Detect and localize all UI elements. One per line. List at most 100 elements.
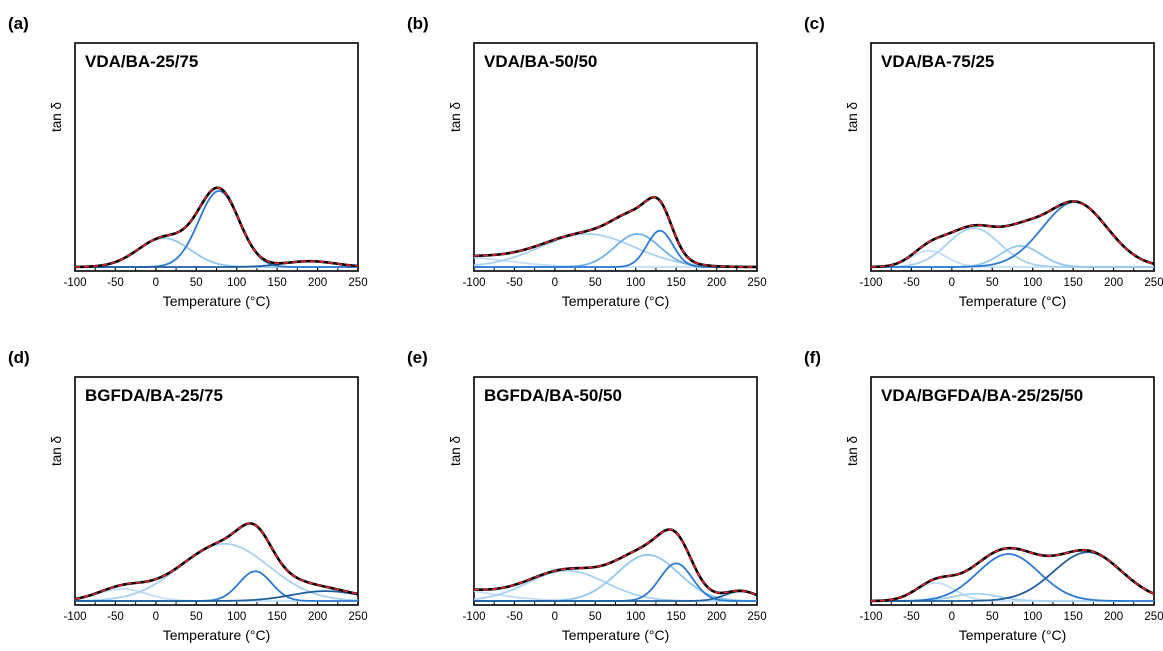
plot-frame (870, 42, 1155, 272)
panel-letter: (b) (407, 14, 429, 33)
x-tick-label: 250 (747, 611, 766, 623)
panel-letter: (a) (8, 14, 29, 33)
component-peak-4 (474, 590, 757, 602)
component-peak-1 (75, 190, 358, 268)
x-tick-label: 150 (268, 277, 287, 289)
x-tick-label: 250 (348, 277, 367, 289)
x-tick-label: 100 (227, 277, 246, 289)
x-tick-label: 0 (949, 611, 955, 623)
plot-area (871, 200, 1154, 269)
panel-title: BGFDA/BA-50/50 (484, 386, 622, 405)
fit-curve (474, 528, 757, 596)
panel-4: (e) BGFDA/BA-50/50 -100 -50 0 50 100 150 200 250 T… (407, 348, 767, 643)
x-axis-label: Temperature (°C) (163, 627, 271, 643)
x-tick-label: 50 (589, 611, 602, 623)
fit-curve (75, 522, 358, 600)
x-tick-label: 200 (707, 611, 726, 623)
x-tick-label: 150 (667, 277, 686, 289)
x-axis-label: Temperature (°C) (562, 293, 670, 309)
envelope-curve (474, 528, 757, 597)
x-tick-label: 150 (1064, 277, 1083, 289)
x-tick-label: -100 (462, 277, 485, 289)
x-tick-label: 0 (153, 611, 159, 623)
panel-title: VDA/BA-75/25 (881, 52, 994, 71)
x-tick-label: -100 (63, 611, 86, 623)
x-tick-label: 200 (1104, 611, 1123, 623)
x-tick-label: 200 (308, 277, 327, 289)
x-tick-label: 250 (1144, 277, 1163, 289)
panel-2: (c) VDA/BA-75/25 -100 -50 0 50 100 150 200 250 Tem… (804, 14, 1163, 309)
x-tick-label: 150 (1064, 611, 1083, 623)
plot-frame (473, 376, 758, 606)
y-axis-label: tan δ (49, 436, 64, 466)
plot-area (75, 186, 358, 269)
x-tick-label: 100 (1023, 611, 1042, 623)
x-axis-label: Temperature (°C) (959, 627, 1067, 643)
x-tick-label: -50 (506, 277, 523, 289)
x-tick-label: -100 (859, 277, 882, 289)
x-tick-label: 50 (986, 277, 999, 289)
x-tick-label: 100 (626, 611, 645, 623)
x-axis-label: Temperature (°C) (959, 293, 1067, 309)
x-tick-label: -100 (462, 611, 485, 623)
panel-0: (a) VDA/BA-25/75 -100 -50 0 50 100 150 200 250 Tem… (8, 14, 368, 309)
panel-letter: (d) (8, 348, 30, 367)
component-peak-3 (474, 562, 757, 602)
panel-title: VDA/BA-25/75 (85, 52, 198, 71)
envelope-curve (75, 186, 358, 269)
x-tick-label: 200 (1104, 277, 1123, 289)
panel-title: VDA/BGFDA/BA-25/25/50 (881, 386, 1083, 405)
x-tick-label: 50 (190, 277, 203, 289)
x-tick-label: -50 (506, 611, 523, 623)
plot-area (474, 195, 757, 269)
x-tick-label: 0 (552, 277, 558, 289)
panel-5: (f) VDA/BGFDA/BA-25/25/50 -100 -50 0 50 100 150… (804, 348, 1163, 643)
x-tick-label: -100 (63, 277, 86, 289)
panel-letter: (f) (804, 348, 821, 367)
y-axis-label: tan δ (448, 102, 463, 132)
y-axis-label: tan δ (49, 102, 64, 132)
panel-letter: (c) (804, 14, 825, 33)
y-axis-label: tan δ (845, 436, 860, 466)
panel-letter: (e) (407, 348, 428, 367)
fit-curve (871, 547, 1154, 602)
x-tick-label: 150 (667, 611, 686, 623)
component-peak-3 (75, 590, 358, 602)
x-tick-label: 50 (589, 277, 602, 289)
x-tick-label: 150 (268, 611, 287, 623)
fit-curve (474, 196, 757, 268)
fit-curve (75, 186, 358, 268)
panel-title: BGFDA/BA-25/75 (85, 386, 223, 405)
component-peak-3 (871, 551, 1154, 602)
plot-area (474, 528, 757, 602)
component-peak-1 (474, 569, 757, 602)
x-tick-label: 0 (949, 277, 955, 289)
x-tick-label: 50 (190, 611, 203, 623)
plot-frame (870, 376, 1155, 606)
y-axis-label: tan δ (845, 102, 860, 132)
x-axis-label: Temperature (°C) (163, 293, 271, 309)
x-tick-label: 100 (626, 277, 645, 289)
plot-area (75, 522, 358, 602)
plot-area (871, 546, 1154, 603)
panel-3: (d) BGFDA/BA-25/75 -100 -50 0 50 100 150 200 250 T… (8, 348, 368, 643)
y-axis-label: tan δ (448, 436, 463, 466)
plot-frame (74, 42, 359, 272)
x-tick-label: 100 (1023, 277, 1042, 289)
plot-frame (74, 376, 359, 606)
panel-1: (b) VDA/BA-50/50 -100 -50 0 50 100 150 200 250 Tem… (407, 14, 767, 309)
x-tick-label: 200 (308, 611, 327, 623)
x-tick-label: 100 (227, 611, 246, 623)
envelope-curve (871, 546, 1154, 603)
x-tick-label: 0 (153, 277, 159, 289)
x-tick-label: -100 (859, 611, 882, 623)
x-tick-label: 200 (707, 277, 726, 289)
x-tick-label: 250 (348, 611, 367, 623)
x-tick-label: -50 (107, 277, 124, 289)
panel-title: VDA/BA-50/50 (484, 52, 597, 71)
plot-frame (473, 42, 758, 272)
x-tick-label: -50 (903, 611, 920, 623)
x-axis-label: Temperature (°C) (562, 627, 670, 643)
x-tick-label: 250 (1144, 611, 1163, 623)
